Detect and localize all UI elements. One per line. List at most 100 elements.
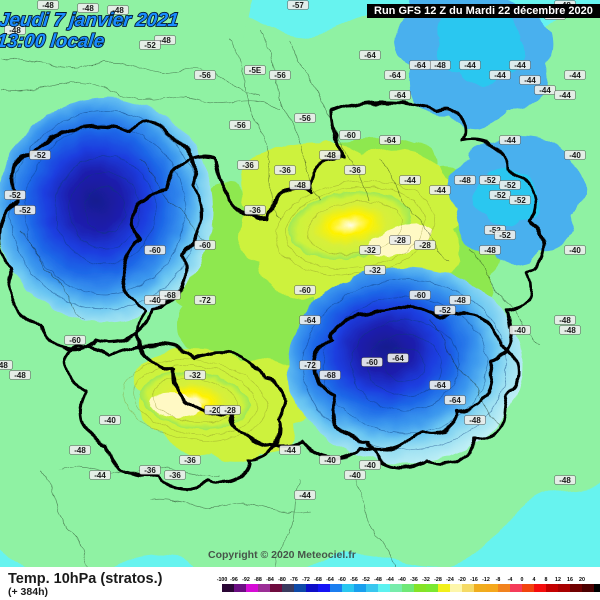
svg-text:13:00 locale: 13:00 locale	[0, 31, 106, 52]
svg-text:-5E: -5E	[249, 66, 262, 75]
svg-text:-64: -64	[392, 354, 404, 363]
svg-text:-48: -48	[294, 181, 306, 190]
svg-text:Temp. 10hPa (stratos.): Temp. 10hPa (stratos.)	[8, 571, 163, 587]
svg-text:-48: -48	[564, 326, 576, 335]
svg-text:-28: -28	[419, 241, 431, 250]
svg-text:-52: -52	[439, 306, 451, 315]
svg-text:-44: -44	[504, 136, 516, 145]
svg-text:-52: -52	[484, 176, 496, 185]
svg-text:-40: -40	[569, 246, 581, 255]
svg-text:-88: -88	[254, 577, 262, 583]
svg-text:-24: -24	[446, 577, 454, 583]
svg-text:-60: -60	[414, 291, 426, 300]
svg-text:-52: -52	[504, 181, 516, 190]
svg-text:-56: -56	[199, 71, 211, 80]
svg-text:-32: -32	[369, 266, 381, 275]
svg-text:-48: -48	[374, 577, 382, 583]
svg-text:4: 4	[533, 577, 536, 583]
svg-text:-52: -52	[362, 577, 370, 583]
svg-text:-16: -16	[470, 577, 478, 583]
svg-text:-52: -52	[9, 191, 21, 200]
svg-text:-20: -20	[458, 577, 466, 583]
svg-text:-28: -28	[224, 406, 236, 415]
svg-text:-100: -100	[217, 577, 228, 583]
svg-text:-44: -44	[524, 76, 536, 85]
svg-text:-48: -48	[14, 371, 26, 380]
svg-text:-48: -48	[559, 476, 571, 485]
svg-text:-52: -52	[499, 231, 511, 240]
svg-text:-52: -52	[514, 196, 526, 205]
svg-text:-64: -64	[304, 316, 316, 325]
svg-text:-96: -96	[230, 577, 238, 583]
svg-text:-48: -48	[469, 416, 481, 425]
svg-text:-68: -68	[164, 291, 176, 300]
svg-text:-48: -48	[0, 361, 8, 370]
svg-text:-40: -40	[104, 416, 116, 425]
svg-text:-60: -60	[69, 336, 81, 345]
svg-text:20: 20	[579, 577, 585, 583]
svg-text:-44: -44	[386, 577, 394, 583]
svg-text:-36: -36	[144, 466, 156, 475]
svg-text:12: 12	[555, 577, 561, 583]
svg-text:-60: -60	[366, 358, 378, 367]
svg-text:(+ 384h): (+ 384h)	[8, 586, 48, 598]
svg-text:-56: -56	[350, 577, 358, 583]
svg-text:-36: -36	[410, 577, 418, 583]
svg-text:-44: -44	[514, 61, 526, 70]
svg-text:-44: -44	[94, 471, 106, 480]
svg-text:-64: -64	[326, 577, 334, 583]
svg-text:0: 0	[521, 577, 524, 583]
svg-text:-32: -32	[422, 577, 430, 583]
svg-text:-44: -44	[559, 91, 571, 100]
svg-text:-52: -52	[19, 206, 31, 215]
svg-text:-48: -48	[324, 151, 336, 160]
svg-text:-80: -80	[278, 577, 286, 583]
svg-text:-68: -68	[324, 371, 336, 380]
svg-text:-52: -52	[34, 151, 46, 160]
svg-text:-64: -64	[394, 91, 406, 100]
svg-text:-64: -64	[384, 136, 396, 145]
svg-text:-40: -40	[569, 151, 581, 160]
svg-text:-57: -57	[292, 1, 304, 10]
svg-text:-48: -48	[559, 316, 571, 325]
svg-text:-92: -92	[242, 577, 250, 583]
svg-text:-72: -72	[199, 296, 211, 305]
svg-text:-76: -76	[290, 577, 298, 583]
svg-text:-48: -48	[159, 36, 171, 45]
svg-text:-52: -52	[494, 191, 506, 200]
svg-text:-40: -40	[514, 326, 526, 335]
svg-text:-36: -36	[169, 471, 181, 480]
svg-text:-44: -44	[464, 61, 476, 70]
svg-text:-48: -48	[454, 296, 466, 305]
svg-text:-56: -56	[234, 121, 246, 130]
svg-text:-48: -48	[459, 176, 471, 185]
svg-text:8: 8	[545, 577, 548, 583]
svg-text:-40: -40	[349, 471, 361, 480]
svg-text:-56: -56	[274, 71, 286, 80]
svg-text:Run GFS 12 Z du Mardi 22 décem: Run GFS 12 Z du Mardi 22 décembre 2020	[374, 5, 593, 17]
svg-text:-44: -44	[494, 71, 506, 80]
svg-text:-60: -60	[344, 131, 356, 140]
svg-text:-36: -36	[184, 456, 196, 465]
svg-text:-28: -28	[394, 236, 406, 245]
svg-text:-44: -44	[569, 71, 581, 80]
svg-text:-72: -72	[304, 361, 316, 370]
svg-text:-60: -60	[149, 246, 161, 255]
svg-text:-48: -48	[74, 446, 86, 455]
svg-text:-28: -28	[434, 577, 442, 583]
svg-text:-44: -44	[299, 491, 311, 500]
svg-text:-60: -60	[338, 577, 346, 583]
svg-text:-64: -64	[364, 51, 376, 60]
svg-text:-48: -48	[484, 246, 496, 255]
svg-text:-8: -8	[496, 577, 501, 583]
svg-text:-36: -36	[249, 206, 261, 215]
svg-text:-64: -64	[434, 381, 446, 390]
svg-text:-40: -40	[324, 456, 336, 465]
svg-text:-56: -56	[299, 114, 311, 123]
svg-text:-4: -4	[508, 577, 513, 583]
svg-text:-44: -44	[404, 176, 416, 185]
svg-text:-60: -60	[199, 241, 211, 250]
svg-text:16: 16	[567, 577, 573, 583]
svg-text:-64: -64	[389, 71, 401, 80]
svg-text:Jeudi 7 janvier 2021: Jeudi 7 janvier 2021	[0, 10, 179, 31]
